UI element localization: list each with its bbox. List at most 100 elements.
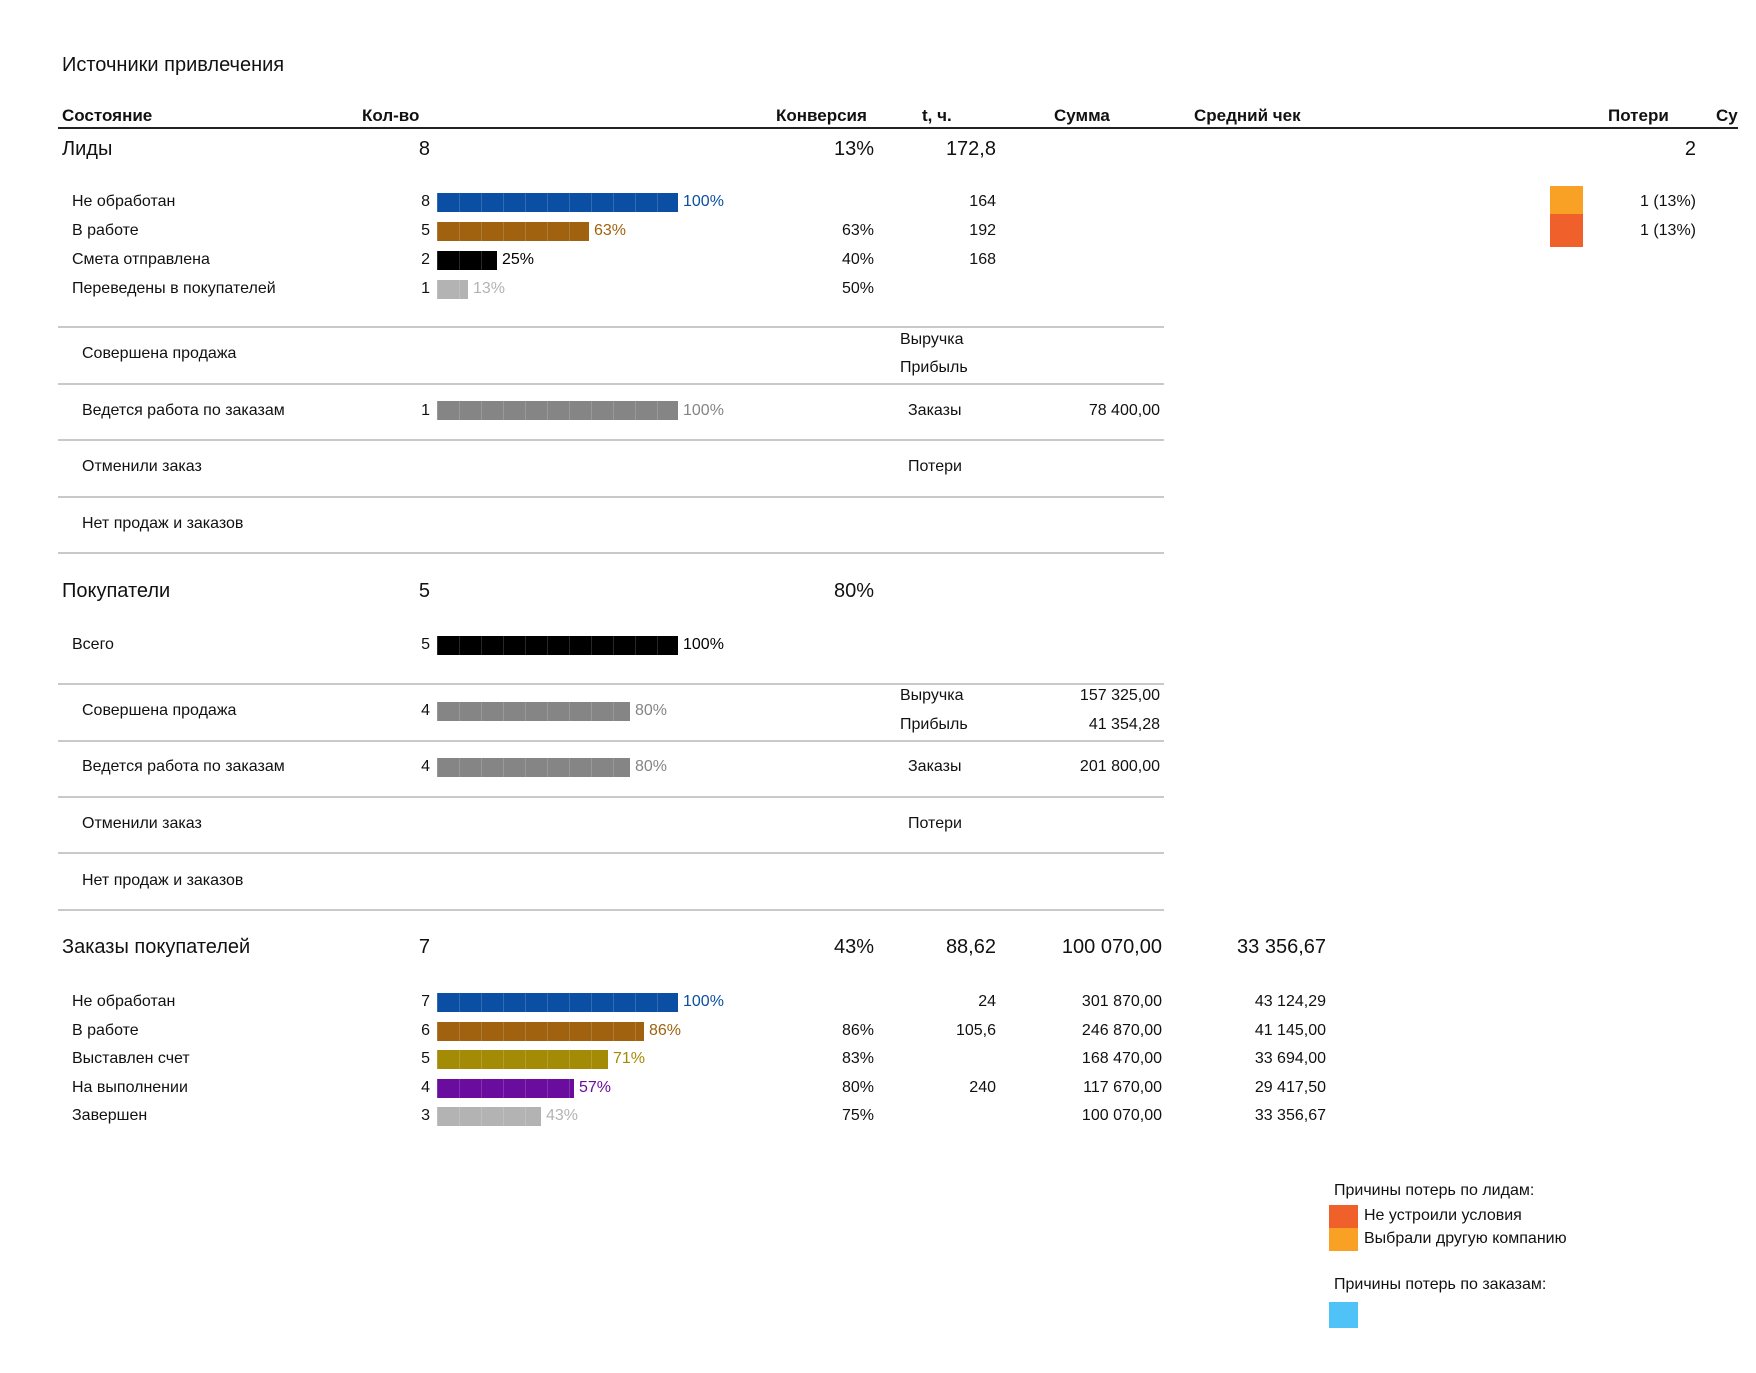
section-orders-avg: 33 356,67	[1237, 936, 1326, 958]
lead-row-label: Переведены в покупателей	[72, 280, 276, 297]
legend-swatch	[1329, 1228, 1358, 1251]
lead-row-conversion: 40%	[841, 251, 874, 268]
lead-row-label: В работе	[72, 222, 139, 239]
buyers-sale-pct: 80%	[635, 702, 668, 719]
header-state: Состояние	[62, 106, 153, 125]
buyers-total-label: Всего	[72, 636, 114, 653]
legend-lead-title: Причины потерь по лидам:	[1334, 1182, 1535, 1199]
buyers-sale-bar	[437, 702, 630, 721]
order-row-sum: 301 870,00	[1081, 993, 1162, 1010]
order-row-count: 4	[421, 1078, 430, 1096]
buyers-profit-value: 41 354,28	[1088, 716, 1160, 733]
section-leads-losses: 2	[1684, 138, 1696, 160]
order-row-pct: 100%	[683, 993, 724, 1010]
divider	[58, 552, 1164, 554]
order-row-bar	[437, 1078, 574, 1098]
buyers-orders-sum: 201 800,00	[1079, 758, 1160, 775]
lead-row-bar	[437, 251, 497, 270]
legend-swatch	[1329, 1302, 1358, 1328]
lead-row-label: Смета отправлена	[72, 251, 210, 268]
section-buyers-count: 5	[418, 580, 430, 602]
order-row-label: Выставлен счет	[72, 1050, 190, 1067]
legend-swatch	[1329, 1205, 1358, 1228]
leads-profit-label: Прибыль	[900, 359, 968, 376]
section-orders-conversion: 43%	[833, 936, 874, 958]
divider	[58, 796, 1164, 798]
order-row-time: 240	[969, 1078, 996, 1096]
order-row-label: Завершен	[72, 1107, 148, 1124]
leads-cancel-label: Отменили заказ	[82, 458, 202, 475]
buyers-orders-label: Заказы	[908, 758, 962, 775]
section-leads-conversion: 13%	[833, 138, 874, 160]
buyers-none-label: Нет продаж и заказов	[82, 872, 244, 889]
buyers-total-bar	[437, 636, 678, 655]
legend-order-title: Причины потерь по заказам:	[1334, 1276, 1547, 1293]
divider	[58, 740, 1164, 742]
order-row-avg: 29 417,50	[1254, 1078, 1326, 1096]
header-avg: Средний чек	[1194, 106, 1301, 125]
leads-orders-work-bar	[437, 401, 678, 420]
buyers-revenue-label: Выручка	[900, 687, 964, 704]
buyers-orders-work-label: Ведется работа по заказам	[82, 758, 285, 775]
buyers-orders-work-count: 4	[421, 758, 430, 775]
header-divider	[58, 127, 1738, 129]
header-su: Су	[1716, 106, 1738, 125]
order-row-avg: 33 356,67	[1254, 1107, 1326, 1124]
section-orders-time: 88,62	[945, 936, 996, 958]
leads-orders-label: Заказы	[908, 402, 962, 419]
lead-row-pct: 13%	[473, 280, 506, 297]
order-row-sum: 246 870,00	[1081, 1021, 1162, 1039]
order-row-label: На выполнении	[72, 1078, 188, 1096]
header-count: Кол-во	[362, 106, 420, 125]
leads-orders-work-count: 1	[421, 402, 430, 419]
order-row-time: 24	[978, 993, 996, 1010]
legend-item-label: Не устроили условия	[1364, 1207, 1522, 1224]
order-row-conversion: 75%	[841, 1107, 874, 1124]
order-row-count: 7	[421, 993, 430, 1010]
buyers-orders-work-bar	[437, 758, 630, 777]
leads-revenue-label: Выручка	[900, 331, 964, 348]
lead-row-count: 5	[421, 222, 430, 239]
lead-loss-marker	[1550, 186, 1583, 214]
header-sum: Сумма	[1054, 106, 1110, 125]
buyers-cancel-label: Отменили заказ	[82, 815, 202, 832]
order-row-pct: 71%	[613, 1050, 646, 1067]
buyers-profit-label: Прибыль	[900, 716, 968, 733]
order-row-pct: 43%	[546, 1107, 579, 1124]
page-title: Источники привлечения	[62, 54, 285, 76]
lead-loss-marker	[1550, 214, 1583, 247]
section-orders-sum: 100 070,00	[1061, 936, 1162, 958]
leads-orders-sum: 78 400,00	[1088, 402, 1160, 419]
lead-row-count: 2	[421, 251, 430, 268]
lead-row-loss: 1 (13%)	[1639, 193, 1696, 210]
order-row-sum: 168 470,00	[1081, 1050, 1162, 1067]
section-leads-count: 8	[418, 138, 430, 160]
header-time: t, ч.	[922, 106, 952, 125]
leads-orders-work-label: Ведется работа по заказам	[82, 402, 285, 419]
order-row-count: 6	[421, 1021, 430, 1039]
header-losses: Потери	[1608, 106, 1669, 125]
legend-item-label: Выбрали другую компанию	[1364, 1230, 1567, 1247]
divider	[58, 383, 1164, 385]
section-orders-count: 7	[418, 936, 430, 958]
leads-none-label: Нет продаж и заказов	[82, 515, 244, 532]
order-row-avg: 41 145,00	[1254, 1021, 1326, 1039]
leads-losses-label: Потери	[908, 458, 962, 475]
leads-sale-label: Совершена продажа	[82, 345, 237, 362]
header-conversion: Конверсия	[776, 106, 867, 125]
order-row-pct: 86%	[649, 1021, 682, 1039]
order-row-bar	[437, 1021, 644, 1041]
buyers-revenue-value: 157 325,00	[1079, 687, 1160, 704]
order-row-conversion: 83%	[841, 1050, 874, 1067]
order-row-label: Не обработан	[72, 993, 176, 1010]
section-buyers-conversion: 80%	[833, 580, 874, 602]
lead-row-count: 8	[421, 193, 430, 210]
lead-row-pct: 100%	[683, 193, 724, 210]
order-row-sum: 100 070,00	[1081, 1107, 1162, 1124]
buyers-sale-count: 4	[421, 702, 430, 719]
section-leads-title: Лиды	[62, 138, 113, 160]
lead-row-pct: 63%	[594, 222, 627, 239]
buyers-total-count: 5	[421, 636, 430, 653]
order-row-avg: 43 124,29	[1254, 993, 1326, 1010]
divider	[58, 496, 1164, 498]
